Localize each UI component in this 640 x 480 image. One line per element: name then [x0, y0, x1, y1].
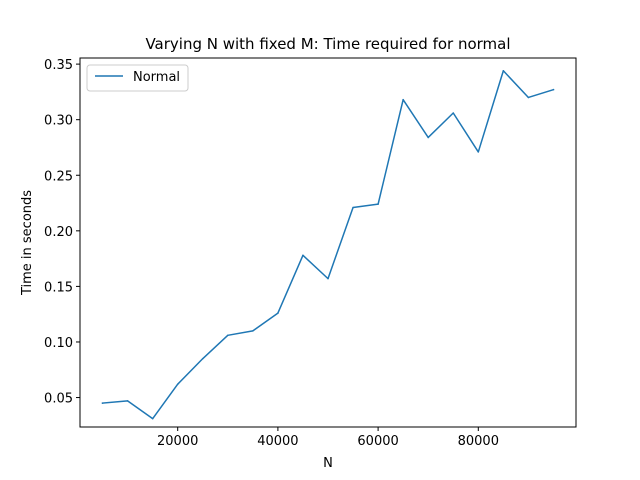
axes-frame: [79, 57, 577, 428]
ticks-layer: 20000 40000 60000 80000 0.05 0.10 0.15 0.20 0.25…: [44, 58, 499, 449]
y-tick-label: 0.25: [44, 169, 73, 184]
data-point: [126, 400, 129, 402]
legend-label-normal: Normal: [133, 70, 180, 85]
y-tick-label: 0.05: [44, 392, 73, 407]
series-layer: [101, 70, 555, 420]
data-point: [427, 136, 429, 139]
y-axis-label: Time in seconds: [20, 190, 35, 296]
data-point: [552, 88, 555, 91]
x-axis-label: N: [323, 456, 333, 471]
y-tick-label: 0.10: [44, 336, 73, 351]
x-tick-label: 80000: [458, 434, 499, 449]
legend-box: [86, 64, 189, 92]
chart-title: Varying N with fixed M: Time required fo…: [145, 35, 510, 53]
x-tick-label: 40000: [257, 434, 298, 449]
data-point: [327, 277, 329, 280]
data-point: [252, 330, 254, 332]
data-point: [101, 402, 104, 404]
y-tick-label: 0.30: [44, 114, 73, 129]
data-point: [402, 98, 404, 101]
data-point: [176, 383, 179, 385]
legend: Normal: [86, 64, 189, 92]
y-tick-label: 0.20: [44, 225, 73, 240]
data-point: [227, 334, 229, 337]
x-tick-label: 20000: [157, 434, 198, 449]
y-tick-label: 0.15: [44, 280, 73, 295]
data-point: [452, 112, 454, 114]
data-point: [202, 357, 204, 360]
data-point: [377, 203, 379, 205]
data-point: [352, 206, 354, 209]
data-point: [502, 70, 505, 72]
data-point: [527, 96, 530, 99]
data-point: [151, 417, 154, 420]
y-tick-label: 0.35: [44, 58, 73, 73]
x-tick-label: 60000: [357, 434, 398, 449]
data-point: [477, 151, 480, 153]
data-point: [277, 312, 279, 314]
data-point: [302, 254, 304, 257]
